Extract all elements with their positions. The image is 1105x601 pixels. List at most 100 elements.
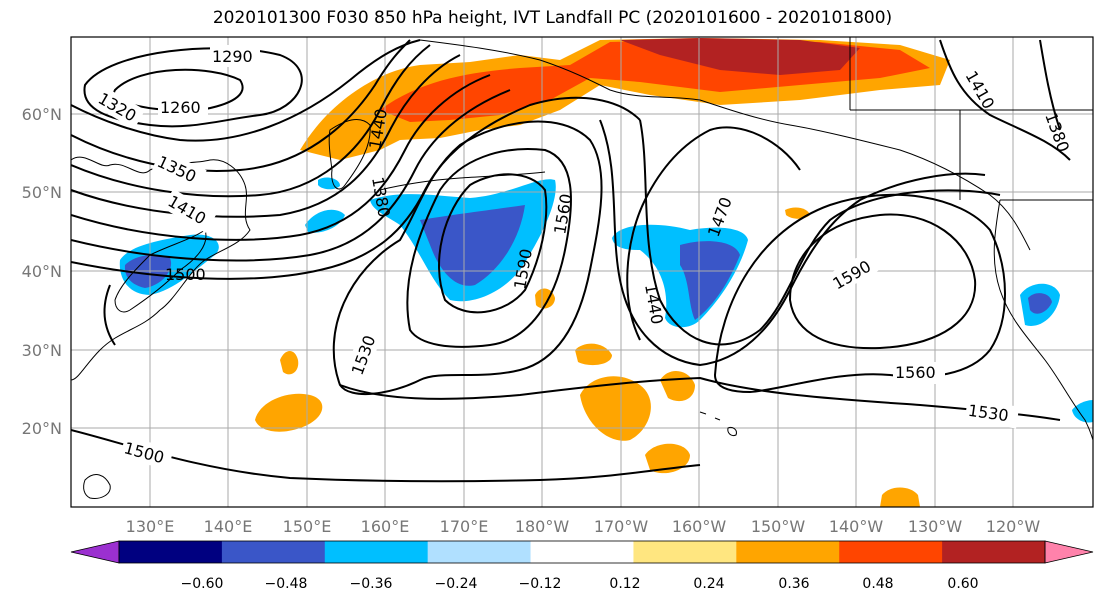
subtropical-positive-3 [580,376,651,441]
map-plot-area: 1290 1260 1320 1350 1410 1500 1590 1560 … [71,37,1093,507]
contour-1560-central [406,148,572,348]
map-gridlines [71,37,1093,507]
lon-label: 160°W [672,517,727,536]
latitude-labels: 60°N 50°N 40°N 30°N 20°N [22,105,62,438]
subtropical-positive-6 [575,343,612,366]
colorbar [70,540,1094,564]
contour-1470-east [599,119,986,367]
contour-1470 [71,89,511,262]
contour-label-bg [826,250,881,295]
kamchatka-coastline [328,119,371,190]
colorbar-segment [530,541,634,563]
contour-label: 1290 [212,47,253,66]
contour-1440 [71,74,491,241]
colorbar-segment [839,541,943,563]
colorbar-tick-label: −0.60 [181,576,224,592]
contour-1500-east [639,119,1001,346]
south-positive-region [880,487,920,507]
alaska-coastline [419,39,1031,251]
colorbar-extend-left [70,540,120,564]
contour-label: 1260 [160,98,201,117]
mexico-negative-region [1072,400,1093,423]
contour-1560-east [713,193,1006,394]
contour-label-bg [345,327,383,380]
philippines-coastline [83,474,111,499]
asia-coastline [71,156,251,381]
contour-1530-south [339,376,1061,421]
colorbar-segment [427,541,532,563]
contour-label-bg [162,188,217,233]
lon-label: 120°W [986,517,1041,536]
lon-label: 140°E [204,517,253,536]
colorbar-segment [221,541,326,563]
contour-1590-central [438,173,548,314]
contour-label-bg [92,85,146,130]
subtropical-positive-7 [535,288,555,309]
colorbar-tick-label: −0.48 [265,576,308,592]
canada-border [849,37,1093,201]
lat-label-20n: 20°N [22,419,62,438]
contour-1530-japan [103,284,116,346]
colorbar-tick-label: −0.12 [519,576,562,592]
longitude-labels: 130°E 140°E 150°E 160°E 170°E 180°W 170°… [126,517,1041,536]
colorbar-tick-label: 0.36 [778,576,809,592]
lon-label: 170°E [440,517,489,536]
contour-1350 [71,39,411,172]
colorbar-segment [324,541,429,563]
colorbar-labels: −0.60 −0.48 −0.36 −0.24 −0.12 0.12 0.24 … [181,576,979,592]
colorbar-tick-label: 0.24 [693,576,724,592]
contour-label-bg [152,149,207,191]
contour-label-bg [158,96,208,118]
lat-label-50n: 50°N [22,183,62,202]
lon-label: 130°E [126,517,175,536]
lon-label: 150°E [283,517,332,536]
positive-anomaly-shading [255,38,950,507]
contour-label-bg [210,45,260,67]
map-title: 2020101300 F030 850 hPa height, IVT Land… [212,8,893,28]
contour-1440-east-trough [626,126,801,341]
lon-label: 170°W [594,517,649,536]
colorbar-tick-label: 0.12 [609,576,640,592]
map-frame [70,36,1094,508]
contour-1530-central [332,120,603,396]
lat-label-30n: 30°N [22,341,62,360]
contour-1380 [71,44,431,198]
north-america-coastline [993,199,1093,441]
contour-1590-east [788,213,977,350]
california-negative-strong [1028,293,1052,314]
east-positive-region [785,207,810,219]
contour-label-bg [964,399,1020,429]
alaska-core-region [620,38,860,75]
contour-label-bg [893,362,945,384]
subtropical-positive-1 [255,393,323,432]
contour-label: 1560 [895,363,936,382]
lat-label-60n: 60°N [22,105,62,124]
map-background [71,37,1093,507]
coastlines [71,37,1093,499]
hawaii-islands [699,411,737,436]
contour-1410 [71,54,461,218]
contour-1410-north [939,39,1071,161]
contour-1380-north [1039,39,1061,131]
colorbar-tick-label: 0.60 [947,576,978,592]
lon-label: 130°W [908,517,963,536]
contour-label-bg [119,435,174,471]
lon-label: 140°W [829,517,884,536]
japan-coastline [114,229,207,313]
colorbar-extend-right [1044,540,1094,564]
colorbar-segment [736,541,840,563]
colorbar-tick-label: −0.36 [350,576,393,592]
colorbar-tick-label: −0.24 [435,576,478,592]
east-pacific-negative-strong [680,241,740,320]
contour-1320 [71,39,421,142]
lon-label: 160°E [361,517,410,536]
subtropical-positive-2 [280,351,299,375]
colorbar-segment [942,541,1046,563]
colorbar-frame [118,540,1046,564]
lon-label: 180°W [515,517,570,536]
contour-label: 1500 [165,265,206,284]
aleutian-chain [379,171,546,191]
colorbar-segment [119,541,223,563]
colorbar-segment [633,541,737,563]
